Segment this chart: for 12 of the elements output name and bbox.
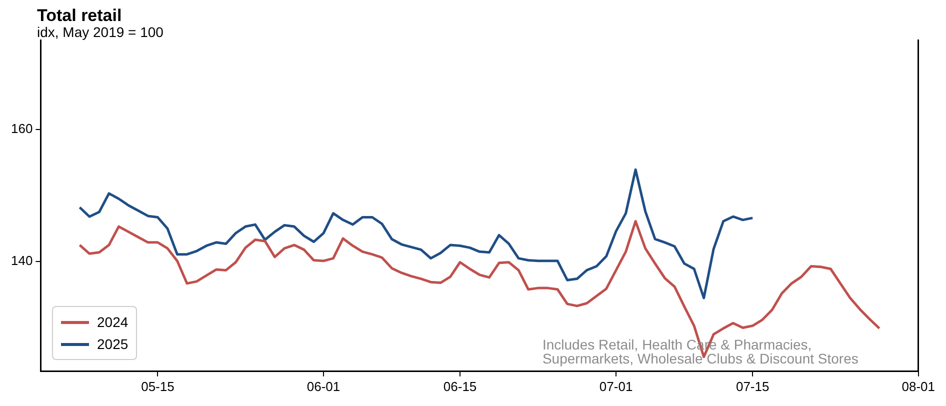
x-tick-label: 07-01 [599, 378, 633, 394]
x-tick-label: 08-01 [902, 378, 935, 394]
x-tick-label: 05-15 [141, 378, 174, 394]
x-tick-label: 07-15 [736, 378, 770, 394]
x-tick-label: 06-01 [306, 378, 340, 394]
legend-label: 2024 [97, 314, 128, 330]
chart-subtitle: idx, May 2019 = 100 [37, 24, 164, 40]
y-tick-label: 160 [10, 120, 33, 136]
chart-title: Total retail [37, 6, 123, 25]
y-tick-label: 140 [10, 253, 33, 268]
x-tick-label: 06-15 [443, 378, 477, 394]
legend-label: 2025 [97, 336, 128, 352]
